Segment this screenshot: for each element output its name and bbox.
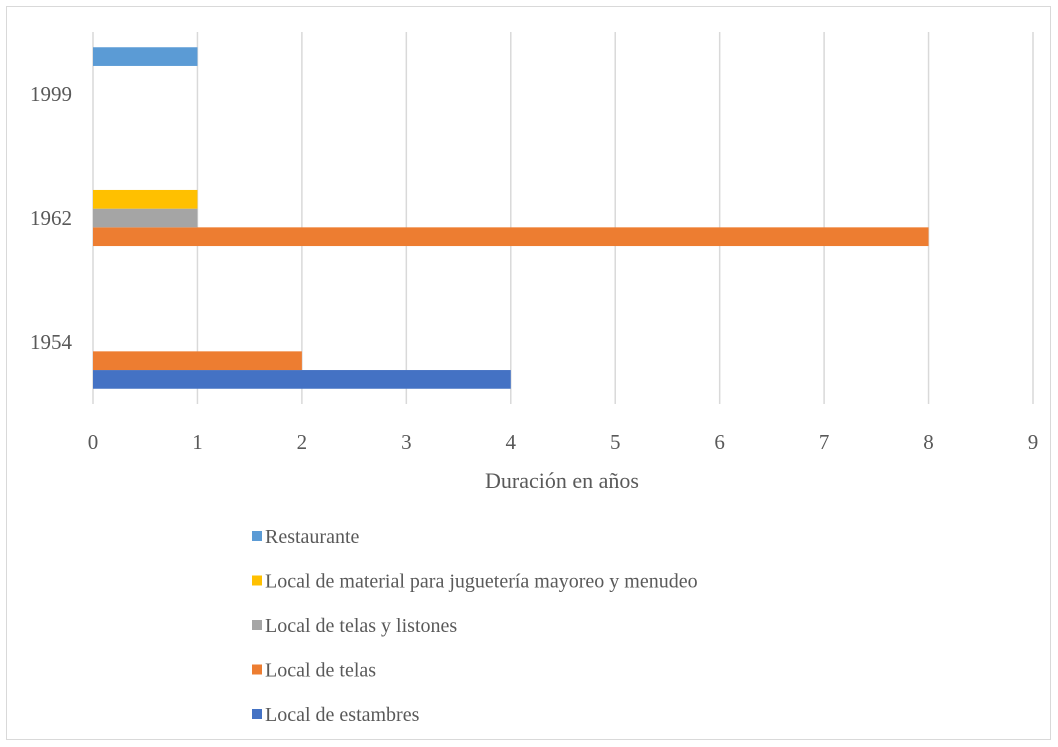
x-tick-label: 8 <box>923 430 934 454</box>
legend: Restaurante Local de material para juguet… <box>252 526 698 726</box>
bar <box>93 351 302 371</box>
x-tick-label: 6 <box>714 430 725 454</box>
y-tick-label: 1954 <box>30 330 73 354</box>
legend-swatch <box>252 575 262 586</box>
legend-label: Restaurante <box>265 526 360 548</box>
bar <box>93 47 198 66</box>
legend-swatch <box>252 620 262 630</box>
legend-item: Local de telas y listones <box>252 615 457 637</box>
legend-item: Local de telas <box>252 660 376 682</box>
legend-label: Local de material para juguetería mayore… <box>265 571 698 593</box>
bar <box>93 189 198 209</box>
x-tick-label: 5 <box>610 430 621 454</box>
legend-swatch <box>252 709 262 719</box>
legend-item: Local de estambres <box>252 704 420 726</box>
y-tick-label: 1999 <box>30 82 72 106</box>
bar <box>93 370 511 389</box>
legend-swatch <box>252 531 262 541</box>
legend-swatch <box>252 664 262 675</box>
x-tick-label: 0 <box>88 430 99 454</box>
bars <box>93 47 929 389</box>
x-axis-title: Duración en años <box>485 468 639 493</box>
x-tick-label: 7 <box>819 430 830 454</box>
bar <box>93 208 198 228</box>
x-tick-label: 1 <box>192 430 203 454</box>
y-axis-labels: 1954 1962 1999 <box>30 82 73 354</box>
legend-item: Local de material para juguetería mayore… <box>252 571 698 593</box>
legend-label: Local de estambres <box>265 704 420 726</box>
legend-label: Local de telas <box>265 660 376 682</box>
x-tick-label: 3 <box>401 430 412 454</box>
x-tick-label: 2 <box>297 430 308 454</box>
y-tick-label: 1962 <box>30 206 72 230</box>
legend-item: Restaurante <box>252 526 360 548</box>
legend-label: Local de telas y listones <box>265 615 457 637</box>
gridlines <box>92 32 1034 404</box>
bar <box>93 227 929 247</box>
x-tick-label: 4 <box>506 430 517 454</box>
x-axis-labels: 0 1 2 3 4 5 6 7 8 9 <box>88 430 1039 454</box>
x-tick-label: 9 <box>1028 430 1039 454</box>
